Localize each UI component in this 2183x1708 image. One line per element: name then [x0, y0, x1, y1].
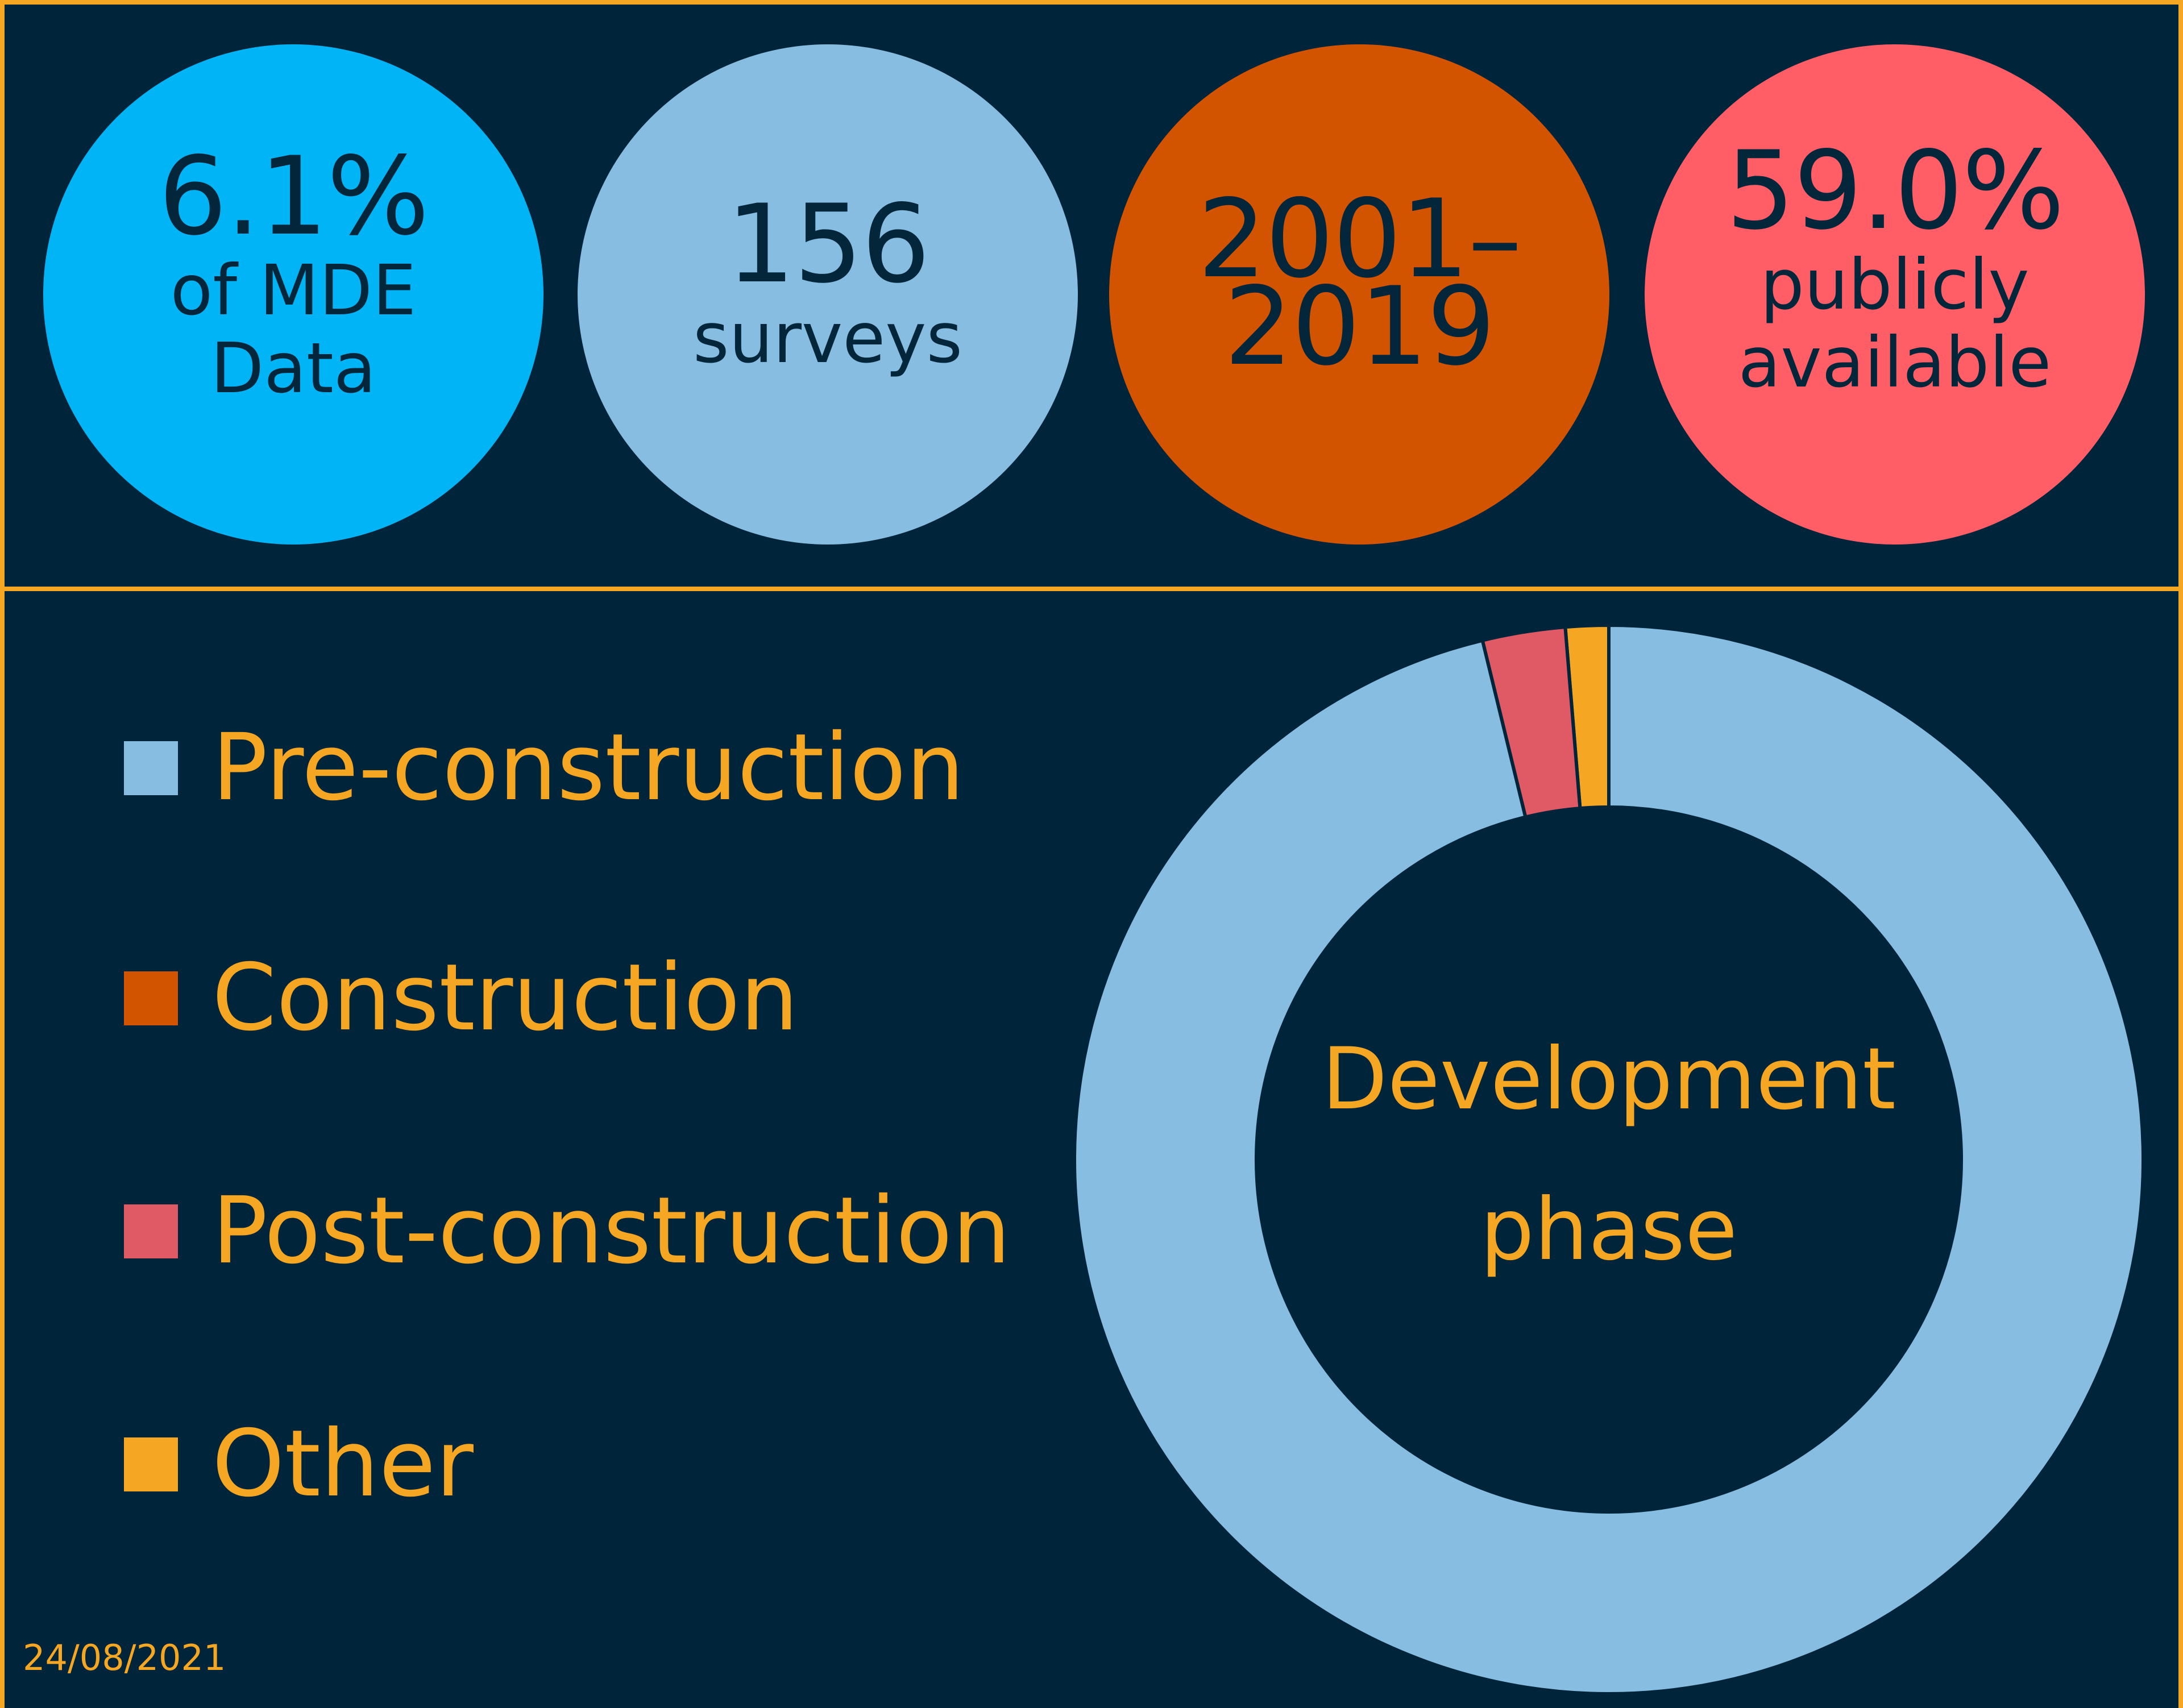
kpi-surveys-value: 156 — [726, 181, 931, 307]
legend-label-post-construction: Post-construction — [212, 1178, 1011, 1285]
donut-slices — [1073, 623, 2145, 1695]
kpi-mde-share-value: 6.1% — [158, 134, 430, 260]
donut-slice-pre-construction — [1073, 623, 2145, 1695]
kpi-mde-share: 6.1% of MDE Data — [43, 44, 543, 545]
kpi-mde-share-label-line-1: of MDE — [170, 250, 417, 331]
kpi-years-value-line-1: 2001– — [1197, 176, 1522, 302]
legend-label-construction: Construction — [212, 945, 799, 1052]
kpi-surveys-label: surveys — [692, 297, 963, 379]
kpi-panel: 6.1% of MDE Data 156 surveys 2001– 2019 … — [0, 0, 2183, 591]
legend-label-pre-construction: Pre-construction — [212, 714, 965, 821]
donut-center-label-line-1: Development — [1322, 1030, 1896, 1129]
kpi-surveys: 156 surveys — [578, 44, 1078, 545]
legend-label-other: Other — [212, 1411, 474, 1518]
kpi-mde-share-label-line-2: Data — [210, 327, 376, 409]
kpi-public-label-line-2: available — [1738, 322, 2052, 403]
legend-swatch-pre-construction — [124, 741, 178, 795]
kpi-years: 2001– 2019 — [1109, 44, 1609, 545]
legend-swatch-other — [124, 1437, 178, 1491]
legend-item-post-construction: Post-construction — [124, 1185, 1011, 1277]
legend-swatch-post-construction — [124, 1204, 178, 1258]
legend-item-construction: Construction — [124, 952, 798, 1044]
kpi-years-value-line-2: 2019 — [1224, 264, 1496, 389]
kpi-public-value: 59.0% — [1726, 128, 2065, 254]
legend-item-pre-construction: Pre-construction — [124, 722, 964, 814]
footer-date: 24/08/2021 — [23, 1637, 226, 1678]
legend-swatch-construction — [124, 971, 178, 1025]
legend-item-other: Other — [124, 1418, 474, 1510]
kpi-public: 59.0% publicly available — [1645, 44, 2145, 545]
donut-center-label-line-2: phase — [1480, 1181, 1738, 1279]
kpi-public-label-line-1: publicly — [1760, 244, 2030, 326]
